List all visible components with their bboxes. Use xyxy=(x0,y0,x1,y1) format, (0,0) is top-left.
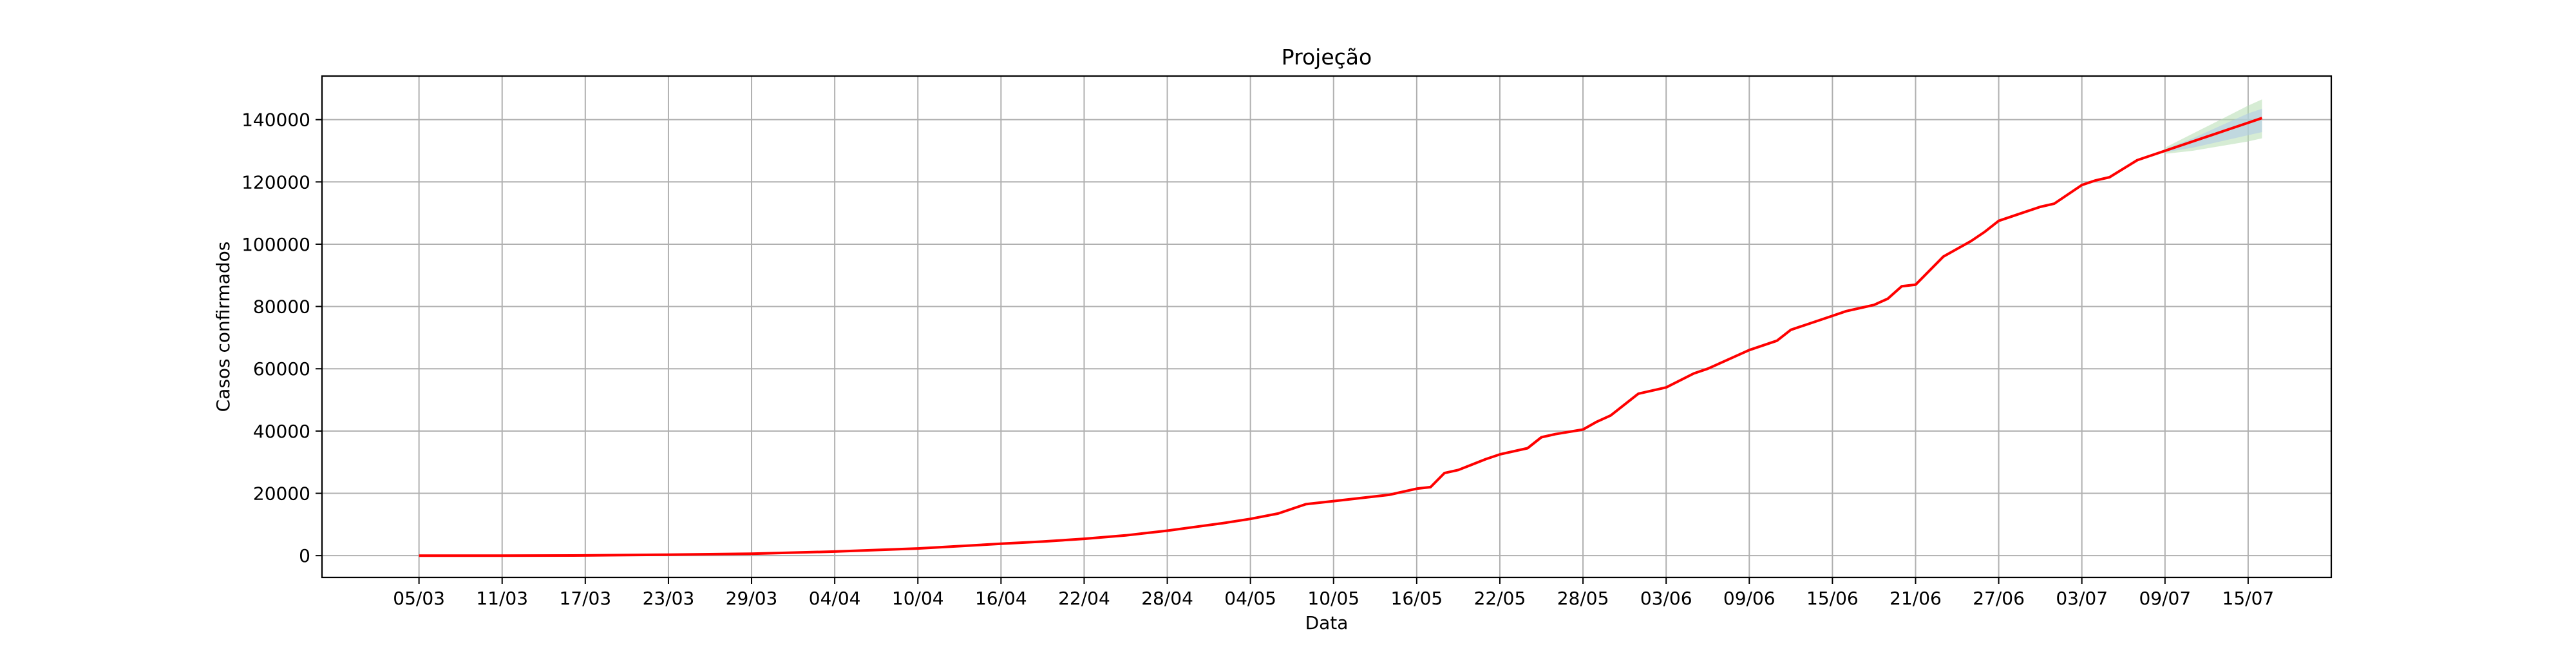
tick-layer: 05/03 11/03 17/03 23/03 29/03 04/04 10/04 16/04… xyxy=(242,110,2274,609)
y-tick-label: 140000 xyxy=(242,110,310,131)
x-tick-label: 10/05 xyxy=(1307,588,1359,609)
chart-title: Projeção xyxy=(1282,44,1372,70)
x-tick-label: 05/03 xyxy=(393,588,445,609)
x-tick-label: 28/05 xyxy=(1557,588,1609,609)
x-tick-label: 17/03 xyxy=(559,588,611,609)
series-line-confirmed-cases xyxy=(419,117,2263,557)
x-tick-label: 11/03 xyxy=(476,588,528,609)
y-tick-label: 80000 xyxy=(253,296,310,318)
x-tick-label: 21/06 xyxy=(1889,588,1942,609)
grid-layer xyxy=(322,76,2331,577)
x-tick-label: 22/04 xyxy=(1058,588,1110,609)
x-tick-label: 09/06 xyxy=(1723,588,1776,609)
plot-frame xyxy=(321,75,2333,579)
y-tick-label: 20000 xyxy=(253,483,310,505)
y-tick-label: 40000 xyxy=(253,421,310,442)
x-tick-label: 03/07 xyxy=(2056,588,2108,609)
series-line-layer xyxy=(419,117,2263,557)
y-tick-label: 60000 xyxy=(253,358,310,380)
x-tick-label: 10/04 xyxy=(892,588,944,609)
x-tick-label: 27/06 xyxy=(1973,588,2025,609)
x-tick-label: 16/04 xyxy=(975,588,1027,609)
y-tick-label: 100000 xyxy=(242,234,310,255)
x-tick-label: 23/03 xyxy=(643,588,695,609)
x-tick-label: 15/07 xyxy=(2222,588,2275,609)
x-tick-label: 28/04 xyxy=(1141,588,1193,609)
x-tick-label: 04/04 xyxy=(809,588,861,609)
x-tick-label: 03/06 xyxy=(1640,588,1692,609)
x-tick-label: 22/05 xyxy=(1474,588,1526,609)
x-tick-label: 04/05 xyxy=(1224,588,1276,609)
y-tick-label: 0 xyxy=(299,545,310,566)
y-tick-label: 120000 xyxy=(242,171,310,193)
y-axis-label: Casos confirmados xyxy=(213,242,234,412)
x-tick-label: 15/06 xyxy=(1806,588,1859,609)
x-tick-label: 29/03 xyxy=(726,588,778,609)
x-tick-label: 09/07 xyxy=(2139,588,2191,609)
x-tick-label: 16/05 xyxy=(1391,588,1443,609)
x-axis-label: Data xyxy=(1305,612,1349,633)
